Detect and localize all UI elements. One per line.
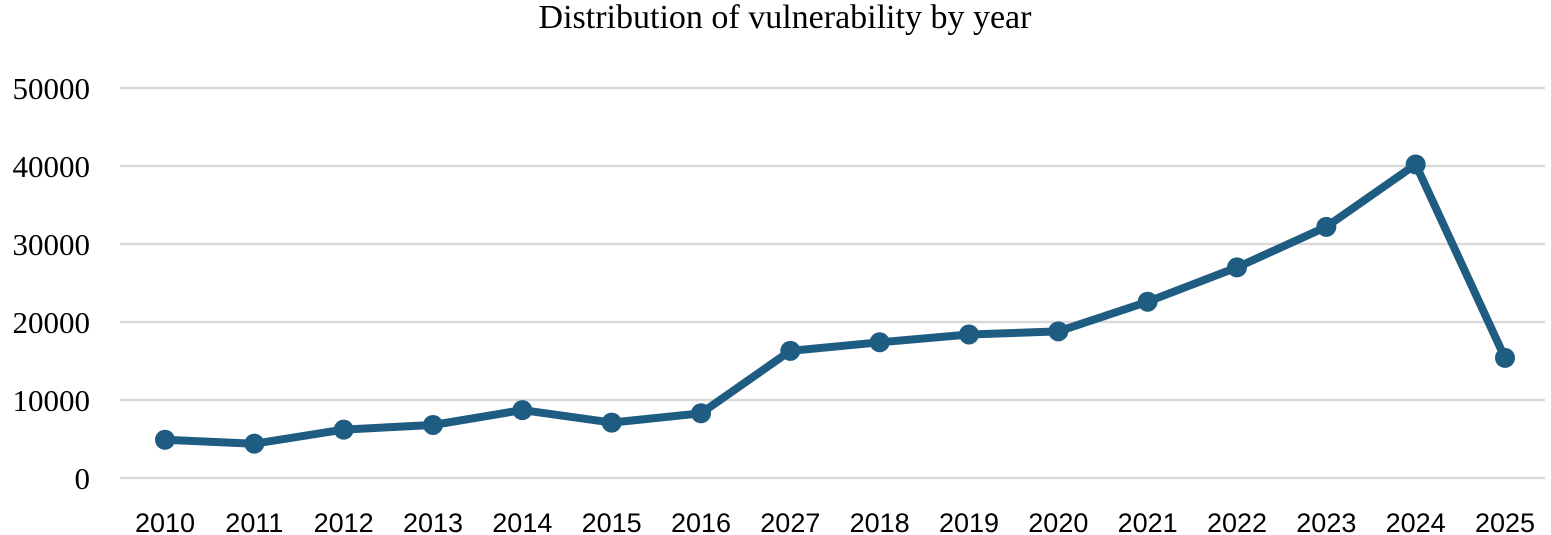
data-point bbox=[1227, 257, 1247, 278]
data-point bbox=[244, 433, 265, 454]
series-line bbox=[161, 160, 1509, 448]
y-tick-label: 50000 bbox=[13, 71, 91, 106]
data-point bbox=[1137, 291, 1158, 312]
data-points bbox=[155, 154, 1515, 454]
x-tick-label: 2024 bbox=[1386, 508, 1446, 535]
y-tick-label: 0 bbox=[75, 461, 91, 496]
data-point bbox=[1048, 321, 1069, 342]
data-point bbox=[869, 332, 890, 353]
y-tick-label: 10000 bbox=[13, 383, 91, 418]
y-axis-tick-labels: 0 10000 20000 30000 40000 50000 bbox=[13, 71, 91, 496]
data-point bbox=[1405, 154, 1426, 175]
data-point bbox=[512, 400, 533, 421]
data-point bbox=[959, 324, 979, 345]
x-tick-label: 2016 bbox=[671, 508, 731, 535]
x-tick-label: 2022 bbox=[1207, 508, 1267, 535]
x-tick-label: 2013 bbox=[403, 508, 463, 535]
data-point bbox=[423, 414, 443, 435]
data-point bbox=[780, 340, 801, 361]
x-tick-label: 2023 bbox=[1296, 508, 1356, 535]
chart-title: Distribution of vulnerability by year bbox=[539, 0, 1033, 36]
x-tick-label: 2015 bbox=[582, 508, 642, 535]
x-tick-label: 2021 bbox=[1118, 508, 1178, 535]
x-tick-label: 2019 bbox=[939, 508, 999, 535]
x-tick-label: 2025 bbox=[1475, 508, 1535, 535]
data-point bbox=[333, 419, 354, 440]
y-tick-label: 30000 bbox=[13, 227, 91, 262]
x-tick-label: 2011 bbox=[225, 508, 283, 535]
x-tick-label: 2010 bbox=[135, 508, 195, 535]
y-tick-label: 20000 bbox=[13, 305, 91, 340]
x-tick-label: 2014 bbox=[492, 508, 552, 535]
x-axis-tick-labels: 2010 2011 2012 2013 2014 2015 2016 2027 2018 2019… bbox=[135, 508, 1535, 535]
data-point bbox=[601, 412, 622, 433]
data-point bbox=[1495, 347, 1515, 368]
data-point bbox=[155, 429, 175, 450]
gridlines bbox=[120, 86, 1545, 480]
x-tick-label: 2012 bbox=[314, 508, 374, 535]
x-tick-label: 2018 bbox=[850, 508, 910, 535]
data-point bbox=[1316, 216, 1337, 237]
x-tick-label: 2020 bbox=[1028, 508, 1088, 535]
x-tick-label: 2027 bbox=[760, 508, 820, 535]
y-tick-label: 40000 bbox=[13, 149, 91, 184]
data-point bbox=[691, 403, 711, 424]
